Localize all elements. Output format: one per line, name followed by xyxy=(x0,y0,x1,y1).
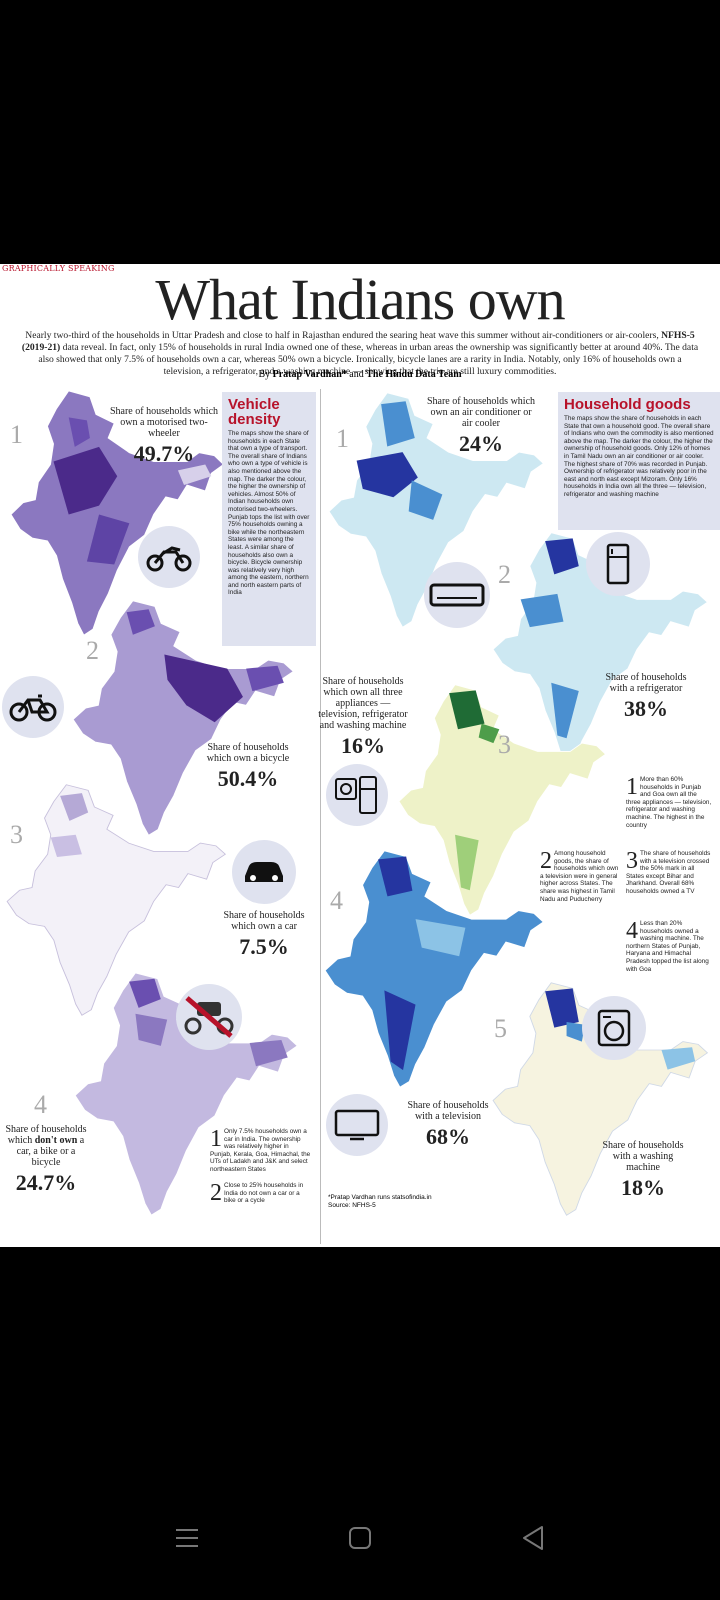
refrigerator-caption: Share of households with a refrigerator … xyxy=(605,672,687,721)
washing-machine-value: 18% xyxy=(621,1175,665,1200)
two-wheeler-map xyxy=(10,390,225,636)
motorcycle-icon xyxy=(138,526,200,588)
vehicle-density-box: Vehicle density The maps show the share … xyxy=(222,392,316,646)
column-divider xyxy=(320,389,321,1244)
refrigerator-value: 38% xyxy=(624,696,668,721)
household-goods-box: Household goods The maps show the share … xyxy=(558,392,720,530)
bicycle-caption: Share of households which own a bicycle … xyxy=(196,742,300,790)
washing-machine-icon xyxy=(582,996,646,1060)
refrigerator-icon xyxy=(586,532,650,596)
television-map xyxy=(324,850,545,1088)
household-goods-text: The maps show the share of households in… xyxy=(564,415,714,498)
bicycle-icon xyxy=(2,676,64,738)
goods-note-1: 1 More than 60% households in Punjab and … xyxy=(626,774,712,829)
television-value: 68% xyxy=(426,1124,470,1149)
map-number: 4 xyxy=(34,1090,47,1119)
television-caption: Share of households with a television 68… xyxy=(398,1100,498,1148)
household-goods-title: Household goods xyxy=(564,396,691,413)
vehicle-density-text: The maps show the share of households in… xyxy=(228,430,310,597)
no-vehicle-value: 24.7% xyxy=(15,1170,77,1195)
vehicle-density-title: Vehicle density xyxy=(228,396,281,428)
no-vehicle-map xyxy=(74,972,299,1216)
source-note: *Pratap Vardhan runs statsofindia.in Sou… xyxy=(328,1194,432,1209)
vehicle-note-1: 1 Only 7.5% households own a car in India… xyxy=(210,1126,311,1173)
section-kicker: GRAPHICALLY SPEAKING xyxy=(2,264,115,273)
map-number: 3 xyxy=(10,820,23,849)
air-conditioner-caption: Share of households which own an air con… xyxy=(424,396,538,455)
system-navigation-bar xyxy=(0,1505,720,1565)
appliances-map xyxy=(398,684,607,916)
map-number: 2 xyxy=(498,560,511,589)
washing-machine-caption: Share of households with a washing machi… xyxy=(598,1140,688,1199)
menu-icon[interactable] xyxy=(172,1523,202,1553)
no-vehicle-icon xyxy=(176,984,242,1050)
goods-note-3: 3 The share of households with a televisi… xyxy=(626,848,711,895)
map-number: 1 xyxy=(336,424,349,453)
washing-machine-map xyxy=(492,982,709,1216)
television-icon xyxy=(326,1094,388,1156)
appliances-icon xyxy=(326,764,388,826)
air-conditioner-value: 24% xyxy=(459,431,503,456)
bicycle-value: 50.4% xyxy=(217,766,279,791)
article-page: GRAPHICALLY SPEAKING What Indians own Ne… xyxy=(0,264,720,1247)
goods-note-4: 4 Less than 20% households owned a washin… xyxy=(626,918,709,973)
appliances-caption: Share of households which own all three … xyxy=(318,676,408,758)
no-vehicle-caption: Share of households which don't own a ca… xyxy=(2,1124,90,1194)
car-caption: Share of households which own a car 7.5% xyxy=(216,910,312,958)
car-value: 7.5% xyxy=(239,934,289,959)
map-number: 5 xyxy=(494,1014,507,1043)
vehicle-note-2: 2 Close to 25% households in India do not… xyxy=(210,1180,304,1206)
appliances-value: 16% xyxy=(341,733,385,758)
map-number: 2 xyxy=(86,636,99,665)
map-number: 1 xyxy=(10,420,23,449)
intro-text: Nearly two-third of the households in Ut… xyxy=(21,330,699,377)
car-icon xyxy=(232,840,296,904)
car-map xyxy=(6,783,227,1017)
page-title: What Indians own xyxy=(155,267,565,332)
two-wheeler-caption: Share of households which own a motorise… xyxy=(106,406,222,465)
refrigerator-map xyxy=(492,532,709,764)
home-icon[interactable] xyxy=(345,1523,375,1553)
goods-note-2: 2 Among household goods, the share of hou… xyxy=(540,848,619,903)
bicycle-map xyxy=(72,600,295,836)
air-conditioner-icon xyxy=(424,562,490,628)
air-conditioner-map xyxy=(328,392,545,628)
byline: By Pratap Vardhan* and The Hindu Data Te… xyxy=(258,369,462,380)
back-icon[interactable] xyxy=(518,1523,548,1553)
map-number: 4 xyxy=(330,886,343,915)
two-wheeler-value: 49.7% xyxy=(133,441,195,466)
map-number: 3 xyxy=(498,730,511,759)
